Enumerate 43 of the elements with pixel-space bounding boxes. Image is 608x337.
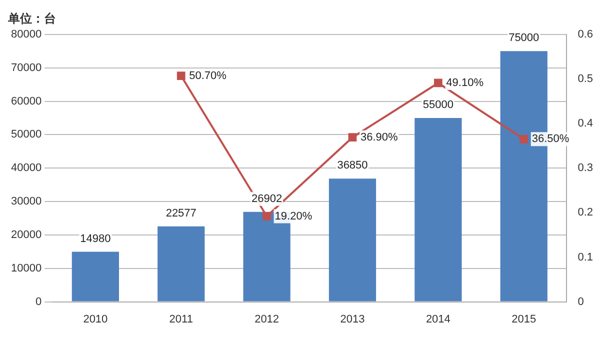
x-tick-label: 2010: [83, 313, 108, 326]
data-label: 26902: [252, 192, 282, 205]
point: [520, 134, 528, 144]
data-label: 22577: [166, 207, 196, 220]
data-label: 55000: [422, 98, 454, 111]
y-tick-label: 50000: [10, 128, 42, 141]
y2-tick-label: 0.4: [578, 118, 594, 130]
data-label: 50.70%: [189, 70, 227, 82]
bar: [414, 118, 462, 302]
x-tick-label: 2014: [426, 313, 450, 326]
data-label: 36.90%: [360, 131, 398, 144]
point: [262, 212, 271, 220]
y-tick-label: 30000: [10, 196, 42, 208]
y-tick-label: 70000: [10, 62, 42, 74]
y2-tick-label: 0.5: [578, 73, 594, 85]
data-label: 36.50%: [532, 133, 570, 146]
y-tick-label: 20000: [10, 228, 42, 241]
y-axis-title: 单位：台: [7, 11, 56, 26]
y-tick-label: 10000: [10, 262, 42, 274]
bar: [72, 252, 119, 302]
y-tick-label: 40000: [10, 162, 42, 174]
y2-tick-label: 0.3: [578, 162, 594, 174]
data-label: 19.20%: [274, 210, 312, 222]
x-tick-label: 2013: [340, 313, 365, 326]
y-tick-label: 0: [35, 296, 42, 308]
point: [176, 72, 186, 80]
y2-tick-label: 0: [578, 296, 584, 308]
point: [434, 78, 442, 88]
bar: [158, 226, 205, 302]
point: [348, 133, 357, 142]
y2-tick-label: 0.2: [578, 206, 594, 219]
y2-tick-label: 0.6: [578, 28, 594, 40]
x-tick-label: 2011: [169, 313, 193, 326]
data-label: 49.10%: [446, 77, 484, 90]
data-label: 75000: [508, 32, 540, 44]
x-tick-label: 2012: [254, 313, 280, 326]
bar: [328, 178, 376, 302]
data-label: 36850: [337, 160, 368, 172]
y-tick-label: 60000: [10, 95, 42, 108]
x-tick-label: 2015: [512, 313, 536, 326]
data-label: 14980: [80, 232, 111, 245]
y2-tick-label: 0.1: [578, 251, 594, 264]
y-tick-label: 80000: [10, 28, 42, 40]
